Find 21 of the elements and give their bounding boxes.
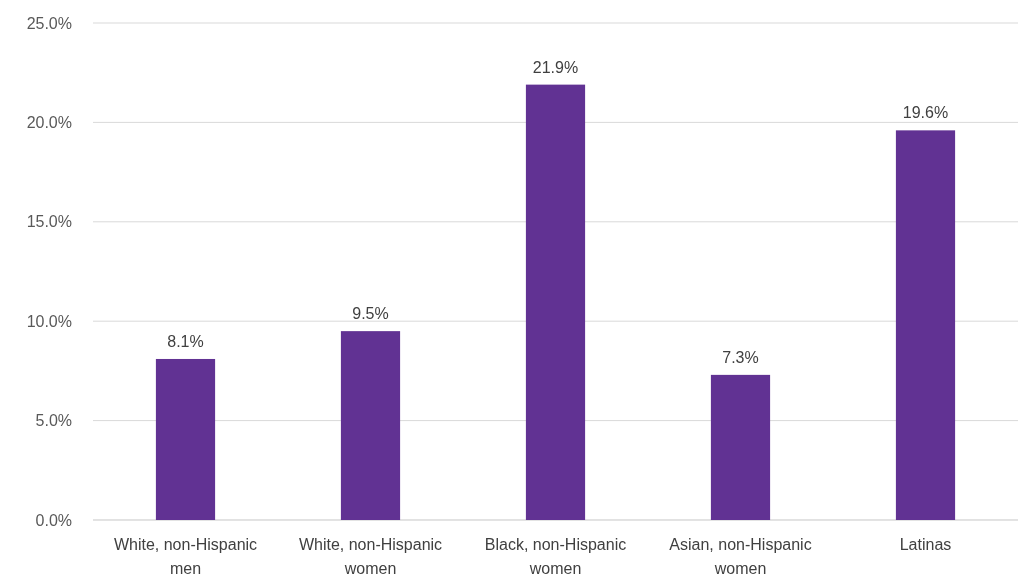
- data-label: 7.3%: [722, 348, 759, 366]
- x-tick-label: Black, non-Hispanic women: [484, 536, 627, 575]
- y-tick-label: 10.0%: [26, 312, 72, 330]
- y-tick-label: 5.0%: [35, 412, 72, 430]
- x-tick-label: Asian, non-Hispanic women: [669, 536, 812, 575]
- bar: [525, 84, 586, 520]
- y-tick-label: 15.0%: [26, 213, 72, 231]
- data-label: 9.5%: [352, 305, 389, 323]
- y-tick-label: 25.0%: [26, 14, 72, 32]
- bar: [895, 130, 956, 520]
- bar: [155, 358, 216, 520]
- data-label: 21.9%: [532, 58, 579, 76]
- x-tick-label: White, non-Hispanic men: [113, 536, 258, 575]
- x-tick-label: White, non-Hispanic women: [298, 536, 443, 575]
- x-tick-label: Latinas: [899, 536, 952, 553]
- y-tick-label: 0.0%: [35, 511, 72, 529]
- data-label: 19.6%: [902, 104, 949, 122]
- y-tick-label: 20.0%: [26, 114, 72, 131]
- bar: [710, 374, 771, 520]
- bar: [340, 331, 401, 520]
- data-label: 8.1%: [167, 332, 204, 350]
